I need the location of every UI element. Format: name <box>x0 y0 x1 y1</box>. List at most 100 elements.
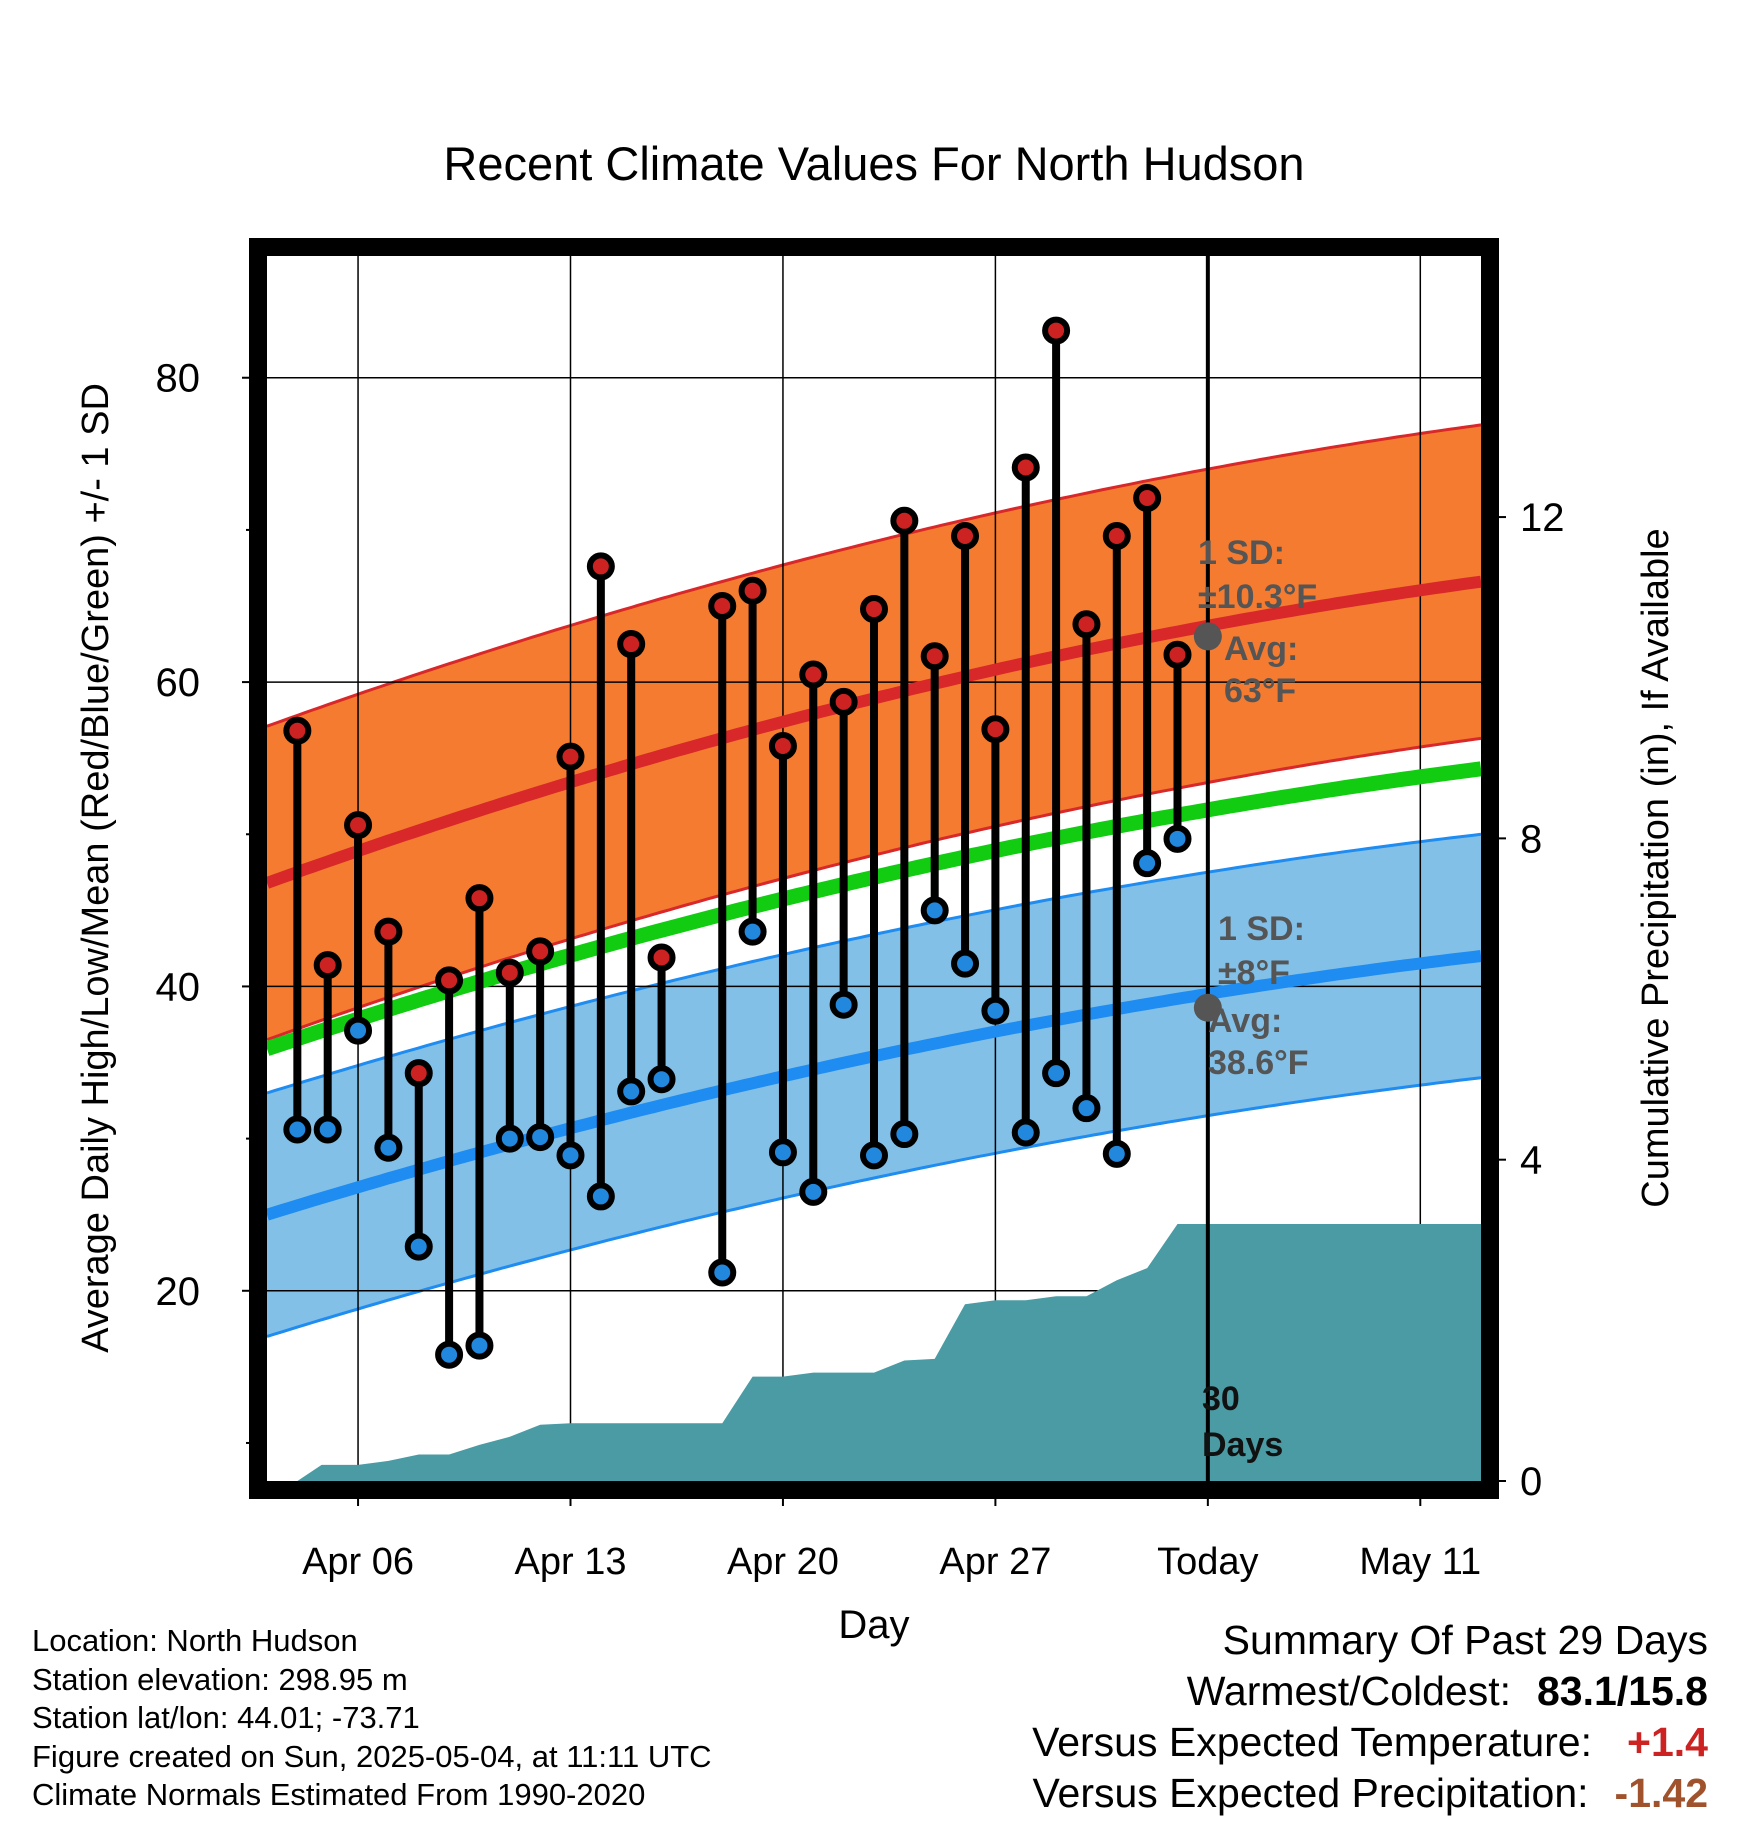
plot-frame <box>249 238 1499 1499</box>
low-avg-label: Avg: 38.6°F <box>1208 1002 1309 1082</box>
low-avg-marker <box>1193 993 1222 1022</box>
high-point <box>374 917 403 946</box>
precip-area <box>297 1224 1481 1481</box>
high-point <box>313 951 342 980</box>
precip-area-layer <box>297 1224 1481 1481</box>
summary-precip: Versus Expected Precipitation: -1.42 <box>1032 1768 1708 1819</box>
high-point <box>1042 316 1071 345</box>
high-point <box>344 811 373 840</box>
low-point <box>283 1115 312 1144</box>
high-avg-marker <box>1193 622 1222 651</box>
low-point <box>1042 1059 1071 1088</box>
warm-cold-value: 83.1/15.8 <box>1537 1668 1708 1714</box>
high-point <box>647 943 676 972</box>
high-point <box>465 884 494 913</box>
chart-title: Recent Climate Values For North Hudson <box>443 137 1304 190</box>
high-point <box>1102 522 1131 550</box>
low-sd-label: 1 SD: ±8°F <box>1218 910 1305 992</box>
y-tick-label: 40 <box>156 965 201 1009</box>
high-point <box>799 660 828 689</box>
low-point <box>860 1141 888 1170</box>
y2-tick-label: 12 <box>1520 496 1565 540</box>
low-point <box>1133 849 1162 878</box>
low-point <box>586 1182 615 1211</box>
y-tick-label: 20 <box>156 1270 201 1314</box>
low-point <box>799 1177 828 1206</box>
x-axis-label: Day <box>838 1603 909 1647</box>
temp-label: Versus Expected Temperature: <box>1032 1719 1592 1765</box>
high-point <box>981 715 1010 744</box>
high-point <box>768 732 797 760</box>
low-point <box>890 1120 919 1149</box>
high-point <box>890 506 919 535</box>
today-days-label: 30 Days <box>1202 1380 1283 1464</box>
precip-label: Versus Expected Precipitation: <box>1032 1770 1589 1816</box>
x-tick-label: May 11 <box>1359 1541 1481 1583</box>
low-point <box>617 1077 646 1106</box>
summary-temp: Versus Expected Temperature: +1.4 <box>1032 1717 1708 1768</box>
axes: 20 40 60 80 0 4 8 12 Apr 06 Apr 13 Apr 20 Apr 27 Tod… <box>156 357 1565 1583</box>
high-point <box>920 642 949 671</box>
low-point <box>435 1340 464 1369</box>
high-point <box>829 687 858 716</box>
high-point <box>586 552 615 581</box>
y2-tick-label: 0 <box>1520 1460 1542 1504</box>
high-point <box>283 716 312 745</box>
normals-text: Climate Normals Estimated From 1990-2020 <box>32 1777 646 1812</box>
low-point <box>951 949 980 978</box>
low-point <box>526 1123 555 1152</box>
high-avg-label: Avg: 63°F <box>1224 630 1298 710</box>
high-point <box>1163 640 1192 669</box>
station-info: Location: North Hudson Station elevation… <box>32 1622 712 1815</box>
high-point <box>708 592 737 620</box>
high-sd-upper-edge <box>266 423 1482 728</box>
summary-warm-cold: Warmest/Coldest: 83.1/15.8 <box>1032 1666 1708 1717</box>
low-point <box>647 1065 676 1094</box>
low-sd-lower-edge <box>266 1076 1482 1338</box>
annotation-labels: 1 SD: ±10.3°F Avg: 63°F 1 SD: ±8°F Avg: 38.6°F 3… <box>1198 534 1317 1464</box>
high-point <box>617 630 646 659</box>
high-point <box>404 1059 433 1088</box>
elevation-text: Station elevation: 298.95 m <box>32 1661 408 1697</box>
x-tick-label: Today <box>1157 1541 1258 1583</box>
low-point <box>920 896 949 925</box>
x-tick-label: Apr 06 <box>302 1541 414 1583</box>
y-tick-label: 80 <box>156 357 201 401</box>
y2-tick-label: 4 <box>1520 1139 1542 1183</box>
high-point <box>860 595 888 624</box>
low-point <box>829 990 858 1019</box>
y-axis-label: Average Daily High/Low/Mean (Red/Blue/Gr… <box>75 383 117 1353</box>
high-point <box>495 958 524 987</box>
temp-value: +1.4 <box>1627 1719 1708 1765</box>
low-point <box>374 1133 403 1162</box>
x-tick-label: Apr 13 <box>515 1541 627 1583</box>
high-point <box>1011 453 1040 482</box>
x-tick-label: Apr 27 <box>939 1541 1051 1583</box>
high-point <box>738 576 767 605</box>
y-tick-label: 60 <box>156 661 201 705</box>
low-point <box>313 1115 342 1144</box>
summary-title: Summary Of Past 29 Days <box>1222 1617 1708 1663</box>
low-point <box>708 1258 737 1287</box>
low-point <box>344 1016 373 1045</box>
location-text: Location: North Hudson <box>32 1623 358 1658</box>
high-point <box>1133 483 1162 512</box>
y2-axis-label: Cumulative Precipitation (in), If Availa… <box>1635 528 1677 1207</box>
low-point <box>465 1331 494 1360</box>
high-point <box>1072 610 1101 639</box>
low-point <box>738 917 767 946</box>
low-point <box>1011 1118 1040 1147</box>
created-text: Figure created on Sun, 2025-05-04, at 11… <box>32 1738 712 1774</box>
high-point <box>556 742 585 771</box>
low-point <box>1163 824 1192 853</box>
high-point <box>526 937 555 966</box>
high-point <box>951 522 980 550</box>
high-point <box>435 966 464 995</box>
precip-value: -1.42 <box>1614 1770 1708 1816</box>
observation-layer <box>283 316 1192 1369</box>
high-sd-label: 1 SD: ±10.3°F <box>1198 534 1317 616</box>
y2-tick-label: 8 <box>1520 817 1542 861</box>
warm-cold-label: Warmest/Coldest: <box>1186 1668 1511 1714</box>
summary-panel: Summary Of Past 29 Days Warmest/Coldest:… <box>1032 1615 1708 1819</box>
